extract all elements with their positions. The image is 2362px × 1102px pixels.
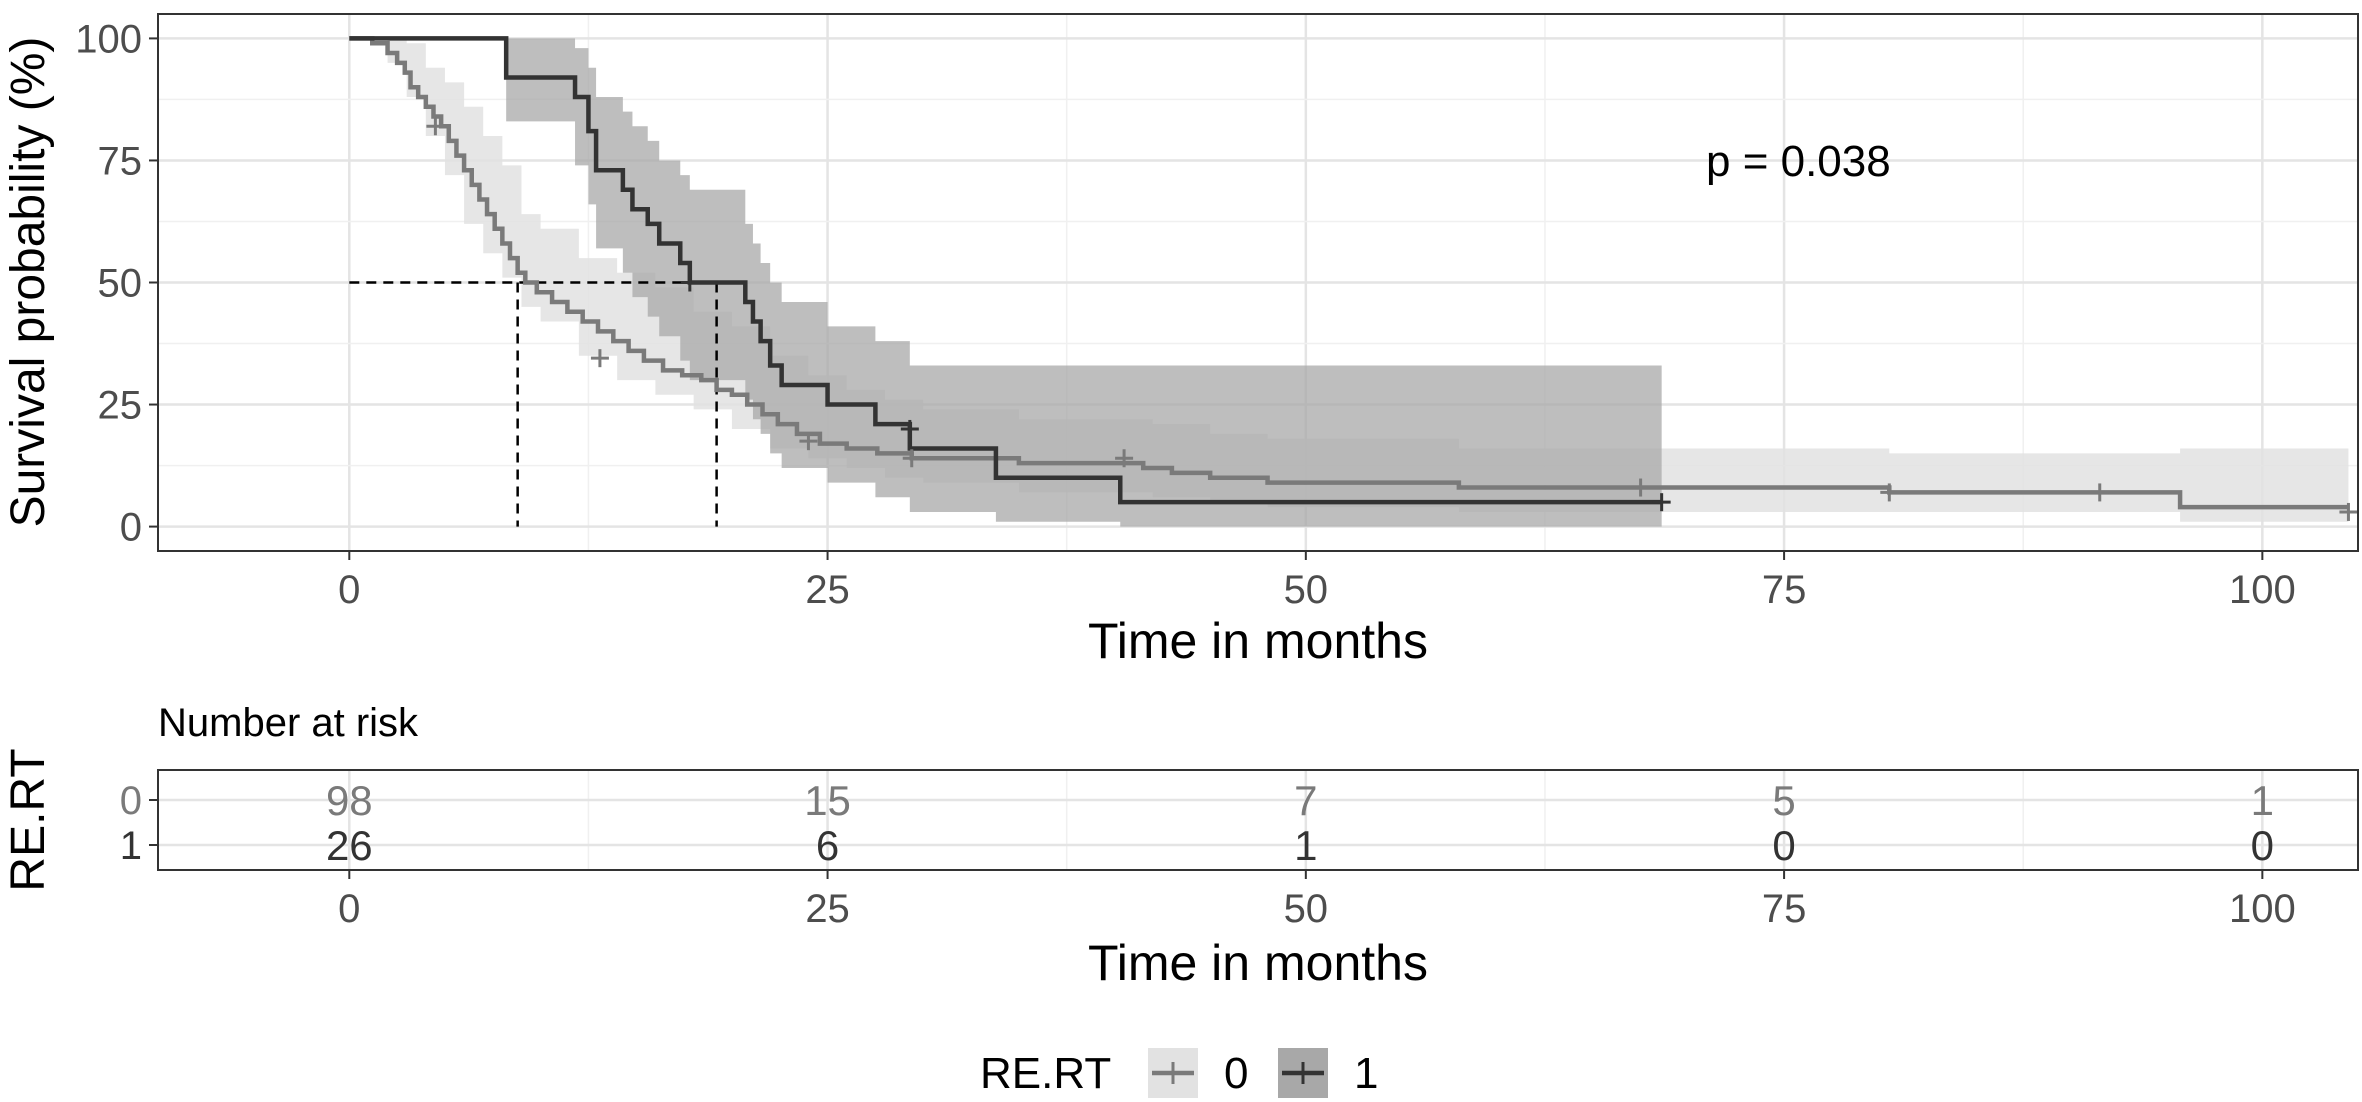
risk-x-tick-label: 100 (2229, 887, 2296, 931)
risk-cell-0: 1 (2251, 777, 2274, 824)
risk-table-y-label: RE.RT (2, 748, 55, 891)
censor-mark-1 (680, 273, 699, 292)
risk-cell-0: 98 (326, 777, 373, 824)
confidence-band-1 (349, 38, 1662, 527)
risk-table-x-ticks: 0 25 50 75 100 (338, 870, 2296, 931)
y-axis-ticks: 0 25 50 75 100 (75, 17, 158, 550)
censor-marks (426, 117, 2358, 521)
x-tick-label: 50 (1284, 568, 1329, 612)
censor-mark-0 (590, 349, 609, 368)
legend-label: 1 (1354, 1049, 1378, 1098)
p-value-annotation: p = 0.038 (1706, 137, 1891, 186)
y-tick-label: 25 (98, 384, 143, 428)
legend-entry-1: 1 (1278, 1048, 1378, 1098)
risk-x-tick-label: 75 (1762, 887, 1807, 931)
risk-table-grid (158, 770, 2358, 870)
censor-mark-0 (426, 117, 445, 136)
x-axis-label: Time in months (1088, 613, 1428, 669)
risk-table-border (157, 769, 2359, 871)
risk-cell-1: 0 (2251, 822, 2274, 869)
risk-cell-1: 26 (326, 822, 373, 869)
risk-cell-0: 7 (1294, 777, 1317, 824)
censor-mark-1 (1652, 493, 1671, 512)
x-tick-label: 100 (2229, 568, 2296, 612)
survival-curve-0 (349, 36, 2349, 510)
risk-table-title: Number at risk (158, 701, 419, 745)
risk-cell-0: 15 (804, 777, 851, 824)
x-axis-ticks: 0 25 50 75 100 (338, 551, 2296, 612)
risk-x-tick-label: 25 (805, 887, 850, 931)
risk-table-row-labels: 01 (120, 779, 158, 868)
risk-x-tick-label: 50 (1284, 887, 1329, 931)
risk-x-tick-label: 0 (338, 887, 360, 931)
y-tick-label: 75 (98, 139, 143, 183)
risk-table-x-label: Time in months (1088, 935, 1428, 991)
y-tick-label: 50 (98, 262, 143, 306)
legend-label: 0 (1224, 1049, 1248, 1098)
risk-cell-1: 6 (816, 822, 839, 869)
risk-table-panel (157, 769, 2359, 871)
risk-cell-1: 0 (1772, 822, 1795, 869)
x-tick-label: 75 (1762, 568, 1807, 612)
censor-mark-0 (799, 432, 818, 451)
y-axis-label: Survival probability (%) (2, 37, 55, 528)
risk-table-cells: 98 15 7 5 126 6 1 0 0 (326, 777, 2274, 869)
x-tick-label: 0 (338, 568, 360, 612)
censor-mark-0 (1880, 483, 1899, 502)
censor-mark-0 (2339, 502, 2358, 521)
risk-row-label: 0 (120, 779, 142, 823)
survival-plot: 0 25 50 75 100 0 25 50 75 100 p = 0.038 Time in … (2, 13, 2359, 669)
risk-table: Number at risk 98 15 7 5 126 6 1 0 0 01 0 25 50 75 1… (2, 701, 2359, 991)
y-tick-label: 100 (75, 17, 142, 61)
y-tick-label: 0 (120, 506, 142, 550)
legend-title: RE.RT (980, 1049, 1111, 1098)
censor-mark-0 (902, 449, 921, 468)
censor-mark-1 (900, 419, 919, 438)
censor-mark-0 (1631, 478, 1650, 497)
censor-mark-0 (2090, 483, 2109, 502)
median-lines (349, 281, 718, 527)
legend-entry-0: 0 (1148, 1048, 1248, 1098)
confidence-bands (349, 38, 2349, 527)
censor-mark-0 (1115, 449, 1134, 468)
x-tick-label: 25 (805, 568, 850, 612)
risk-cell-1: 1 (1294, 822, 1317, 869)
risk-row-label: 1 (120, 824, 142, 868)
risk-cell-0: 5 (1772, 777, 1795, 824)
